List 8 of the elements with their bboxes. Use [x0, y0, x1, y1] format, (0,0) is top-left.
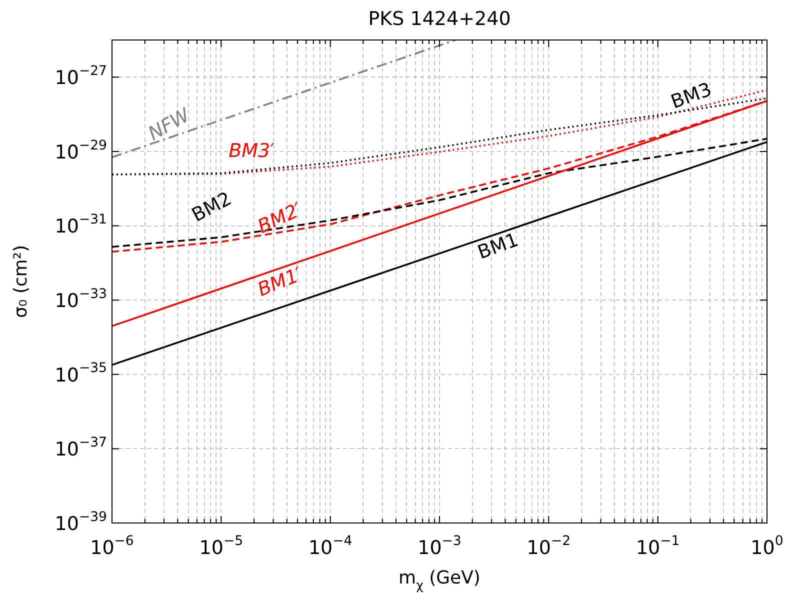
chart-title: PKS 1424+240: [368, 8, 511, 30]
text: BM2′: [254, 198, 306, 238]
series-label: BM3′: [228, 140, 276, 162]
text: BM1′: [254, 263, 306, 301]
text: BM1: [474, 228, 522, 264]
y-axis-title: σ₀ (cm²): [10, 244, 32, 318]
text: BM2: [188, 188, 236, 227]
text: BM3: [668, 78, 715, 114]
